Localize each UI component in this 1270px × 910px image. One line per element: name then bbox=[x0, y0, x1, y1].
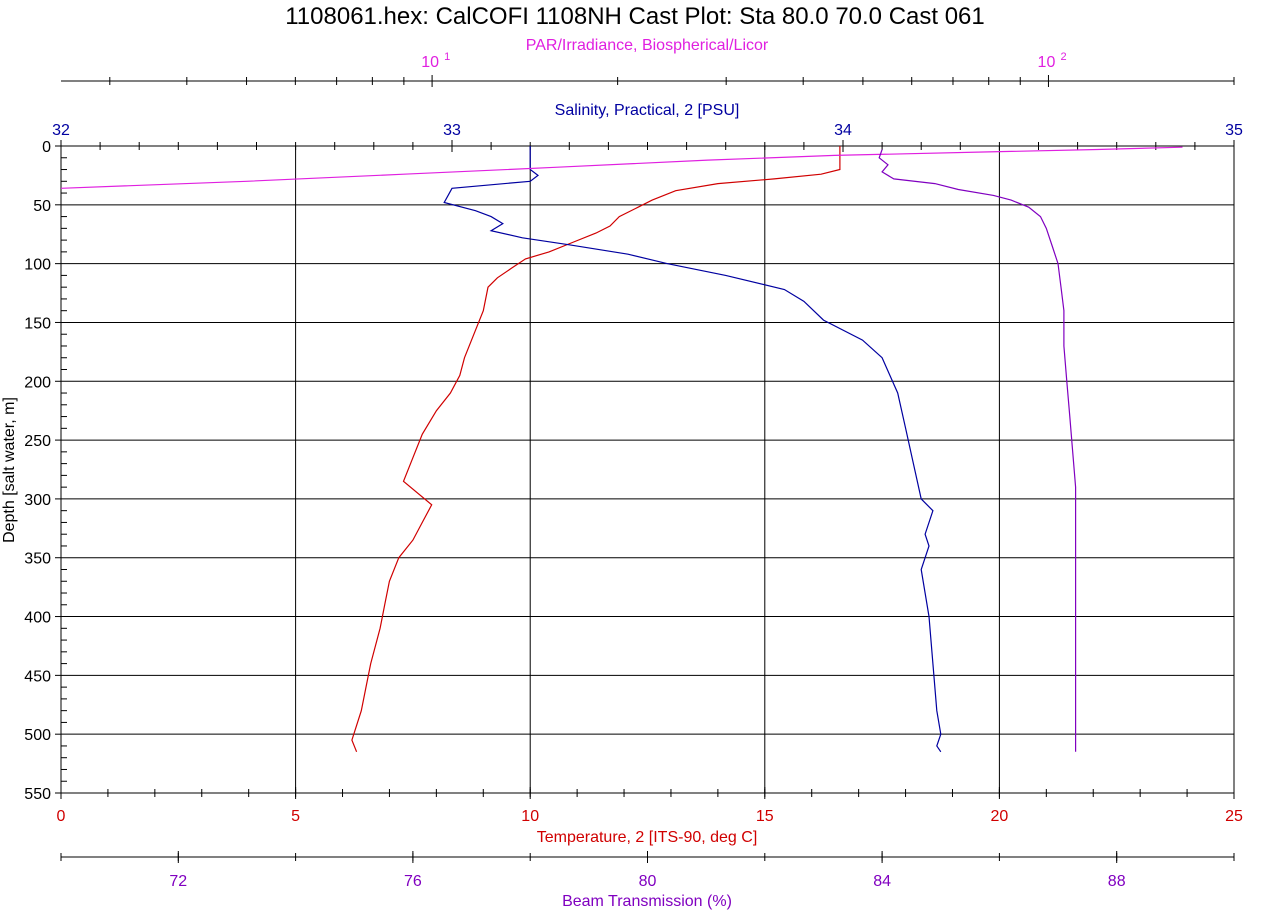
temperature-axis-label: Temperature, 2 [ITS-90, deg C] bbox=[537, 829, 758, 846]
beam-profile-line bbox=[878, 149, 1077, 752]
par-tick-label: 10 bbox=[1038, 54, 1056, 71]
temperature-tick-label: 5 bbox=[291, 808, 300, 825]
temperature-tick-label: 25 bbox=[1225, 808, 1243, 825]
depth-tick-label: 450 bbox=[24, 668, 51, 685]
salinity-tick-label: 34 bbox=[834, 122, 852, 139]
par-profile-line bbox=[60, 146, 1183, 189]
depth-tick-label: 200 bbox=[24, 374, 51, 391]
grid bbox=[60, 145, 1235, 794]
temperature-tick-label: 15 bbox=[756, 808, 774, 825]
depth-tick-label: 250 bbox=[24, 433, 51, 450]
beam-axis-label: Beam Transmission (%) bbox=[562, 893, 732, 910]
par-axis-label: PAR/Irradiance, Biospherical/Licor bbox=[526, 37, 769, 54]
depth-tick-label: 400 bbox=[24, 610, 51, 627]
salinity-profile-line bbox=[443, 146, 942, 753]
beam-tick-label: 80 bbox=[639, 873, 657, 890]
depth-tick-label: 50 bbox=[33, 198, 51, 215]
temperature-tick-label: 20 bbox=[991, 808, 1009, 825]
beam-tick-label: 76 bbox=[404, 873, 422, 890]
par-tick-label: 10 bbox=[421, 54, 439, 71]
plot-frame bbox=[60, 145, 1235, 794]
data-series bbox=[60, 146, 1183, 753]
depth-tick-label: 300 bbox=[24, 492, 51, 509]
depth-tick-label: 150 bbox=[24, 315, 51, 332]
par-tick-exponent: 1 bbox=[444, 51, 450, 63]
depth-axis-label: Depth [salt water, m] bbox=[1, 397, 18, 543]
depth-tick-label: 500 bbox=[24, 727, 51, 744]
depth-tick-label: 350 bbox=[24, 551, 51, 568]
temperature-tick-label: 0 bbox=[57, 808, 66, 825]
chart-title: 1108061.hex: CalCOFI 1108NH Cast Plot: S… bbox=[285, 3, 985, 30]
beam-tick-label: 72 bbox=[169, 873, 187, 890]
salinity-tick-label: 35 bbox=[1225, 122, 1243, 139]
temperature-tick-label: 10 bbox=[521, 808, 539, 825]
depth-tick-label: 550 bbox=[24, 786, 51, 803]
beam-tick-label: 84 bbox=[873, 873, 891, 890]
salinity-axis-label: Salinity, Practical, 2 [PSU] bbox=[555, 102, 740, 119]
salinity-tick-label: 32 bbox=[52, 122, 70, 139]
beam-tick-label: 88 bbox=[1108, 873, 1126, 890]
temperature-profile-line bbox=[351, 146, 841, 753]
par-tick-exponent: 2 bbox=[1060, 51, 1066, 63]
depth-tick-label: 100 bbox=[24, 257, 51, 274]
salinity-tick-label: 33 bbox=[443, 122, 461, 139]
depth-tick-label: 0 bbox=[42, 139, 51, 156]
